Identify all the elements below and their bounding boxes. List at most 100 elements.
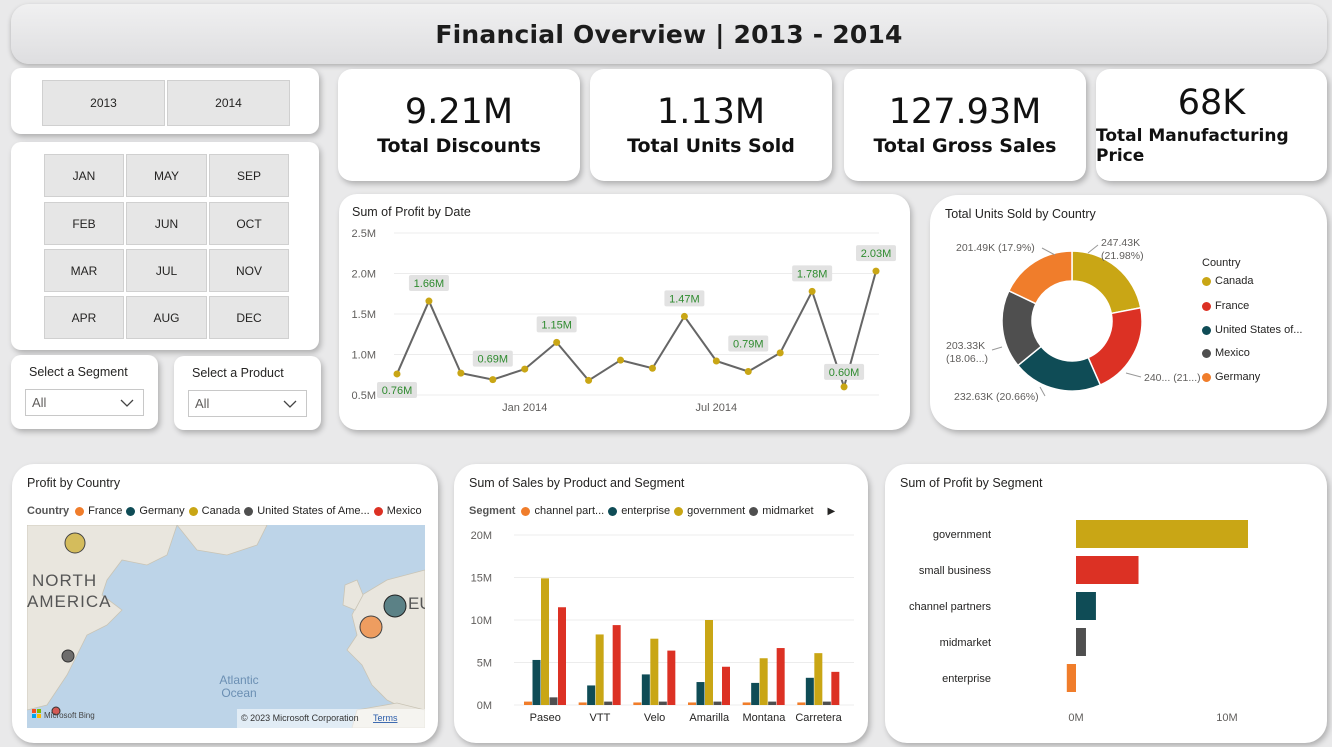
segment-dropdown[interactable]: All (25, 389, 144, 416)
bar[interactable] (742, 702, 751, 705)
bar[interactable] (641, 674, 650, 705)
legend-item-france[interactable]: France (1202, 300, 1249, 312)
bar[interactable] (578, 702, 587, 705)
bar[interactable] (558, 607, 566, 705)
bubble-canada[interactable] (64, 532, 86, 554)
legend-item-germany[interactable]: Germany (1202, 371, 1260, 383)
product-dropdown[interactable]: All (188, 390, 307, 417)
y-tick-label: 2.0M (352, 269, 376, 281)
bar[interactable] (822, 701, 831, 705)
legend-dot-channel (521, 506, 531, 516)
legend-label[interactable]: Mexico (386, 505, 422, 517)
slice-france[interactable] (1087, 306, 1143, 387)
legend-label[interactable]: France (88, 505, 123, 517)
kpi-label: Total Manufacturing Price (1096, 126, 1289, 167)
legend-label[interactable]: Canada (201, 505, 241, 517)
profit-line (396, 270, 877, 391)
bar[interactable] (658, 701, 667, 705)
bar[interactable] (587, 685, 596, 705)
data-label-bg (824, 363, 865, 380)
slice-label-canada: 247.43K (1101, 237, 1140, 249)
y-tick-label: 1.5M (352, 309, 376, 321)
bubble-france[interactable] (359, 615, 383, 639)
x-tick-label: Velo (644, 712, 665, 724)
bar[interactable] (814, 653, 823, 705)
legend-label[interactable]: channel part... (534, 505, 605, 517)
bar[interactable] (713, 701, 722, 705)
bar[interactable] (696, 682, 705, 705)
bar[interactable] (722, 666, 730, 705)
month-button-jul[interactable]: JUL (126, 249, 207, 292)
kpi-total-manufacturing-price: 68K Total Manufacturing Price (1096, 69, 1327, 181)
bar[interactable] (549, 697, 558, 705)
map-canvas[interactable]: NORTH AMERICA EU Atlantic Ocean Microsof… (27, 525, 425, 728)
map-label-ocean: Atlantic (219, 673, 258, 687)
leader-line (991, 346, 1003, 351)
bar[interactable] (524, 701, 532, 705)
year-button-2014[interactable]: 2014 (167, 80, 290, 126)
land-greenland (176, 525, 268, 556)
bar[interactable] (612, 625, 621, 705)
bar[interactable] (1066, 664, 1076, 692)
slice-germany[interactable] (1007, 250, 1073, 305)
month-button-feb[interactable]: FEB (44, 202, 124, 245)
legend-next-arrow-icon[interactable]: ▶ (827, 505, 836, 517)
profit-by-segment-chart: government small business channel partners… (909, 520, 1248, 724)
legend-label[interactable]: midmarket (762, 505, 814, 517)
bar[interactable] (759, 658, 768, 705)
month-button-may[interactable]: MAY (126, 154, 207, 197)
legend-label[interactable]: Germany (139, 505, 185, 517)
month-button-jan[interactable]: JAN (44, 154, 124, 197)
bar[interactable] (633, 702, 642, 705)
bar[interactable] (797, 702, 806, 705)
map-terms-link[interactable]: Terms (373, 713, 398, 723)
bar[interactable] (1076, 628, 1086, 656)
month-button-dec[interactable]: DEC (209, 296, 289, 339)
bar[interactable] (805, 677, 814, 705)
bubble-usa[interactable] (61, 649, 75, 663)
month-button-nov[interactable]: NOV (209, 249, 289, 292)
legend-label[interactable]: United States of Ame... (257, 505, 370, 517)
bar[interactable] (1076, 592, 1096, 620)
bar[interactable] (604, 701, 613, 705)
month-button-jun[interactable]: JUN (126, 202, 207, 245)
legend-dot-government (674, 506, 684, 516)
data-point (457, 369, 465, 377)
bubble-mexico[interactable] (51, 706, 61, 716)
data-point (744, 368, 752, 376)
legend-dot (1202, 325, 1211, 335)
bar[interactable] (751, 682, 760, 705)
bar[interactable] (650, 638, 659, 705)
legend-label[interactable]: enterprise (621, 505, 671, 517)
legend-dot-usa (244, 506, 254, 516)
legend-item-usa[interactable]: United States of... (1202, 324, 1302, 336)
legend-item-canada[interactable]: Canada (1202, 275, 1254, 287)
bar[interactable] (1076, 520, 1248, 548)
map-label-america: AMERICA (27, 592, 111, 611)
product-slicer: Select a Product All (174, 356, 321, 430)
bar[interactable] (705, 620, 713, 705)
year-button-2013[interactable]: 2013 (42, 80, 165, 126)
bar[interactable] (667, 650, 676, 705)
x-tick-label: 0M (1068, 712, 1083, 724)
bar[interactable] (768, 701, 777, 705)
bar[interactable] (1076, 556, 1139, 584)
bar[interactable] (831, 671, 840, 705)
legend-item-mexico[interactable]: Mexico (1202, 347, 1250, 359)
month-button-oct[interactable]: OCT (209, 202, 289, 245)
bar[interactable] (541, 578, 549, 705)
month-button-sep[interactable]: SEP (209, 154, 289, 197)
profit-by-date-chart: 2.5M 2.0M 1.5M 1.0M 0.5M Jan 2014 Jul 2014 0.76… (352, 228, 896, 414)
legend-label[interactable]: government (687, 505, 746, 517)
month-button-apr[interactable]: APR (44, 296, 124, 339)
month-button-mar[interactable]: MAR (44, 249, 124, 292)
bar[interactable] (532, 659, 541, 705)
bubble-germany[interactable] (383, 594, 407, 618)
legend-dot-enterprise (608, 506, 618, 516)
chart-title: Total Units Sold by Country (945, 207, 1096, 221)
bar[interactable] (776, 648, 785, 705)
y-category-label: government (933, 529, 991, 541)
bar[interactable] (595, 634, 604, 705)
month-button-aug[interactable]: AUG (126, 296, 207, 339)
bar[interactable] (688, 702, 696, 705)
